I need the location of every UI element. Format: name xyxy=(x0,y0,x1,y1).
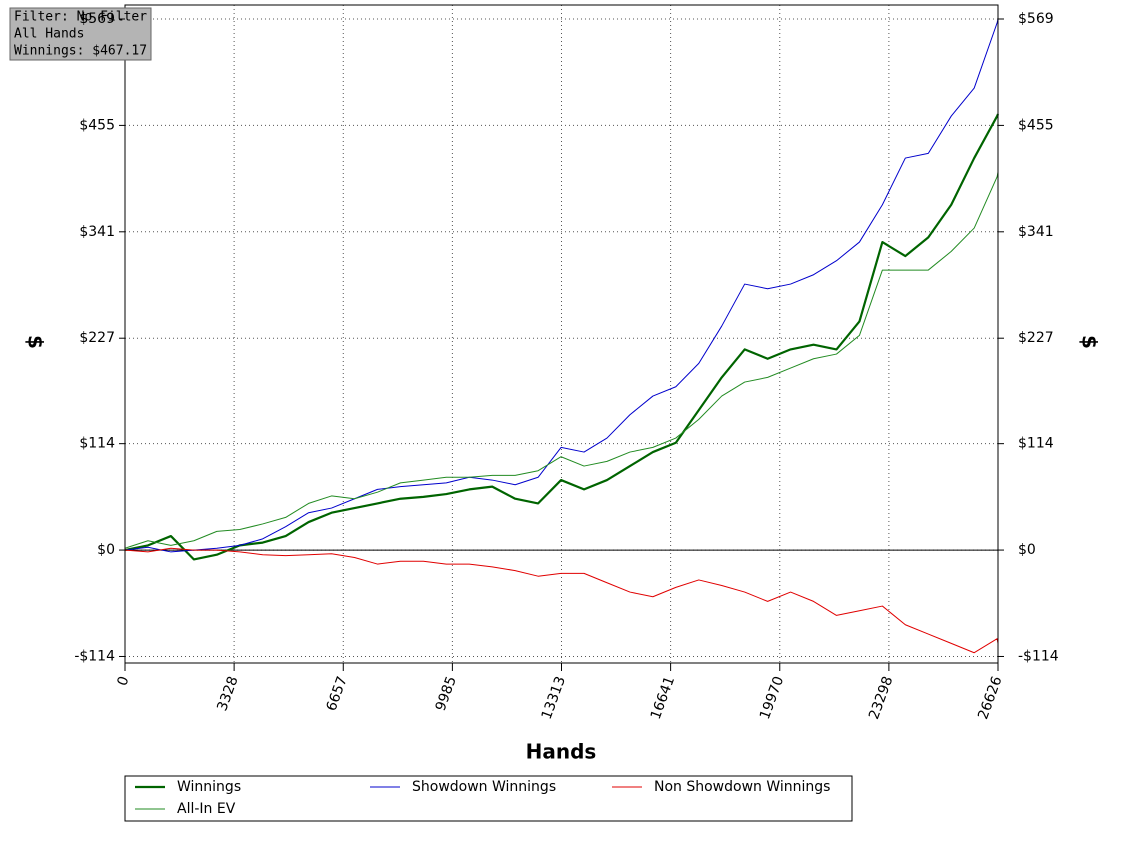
y-tick-label: -$114 xyxy=(74,648,115,664)
y-tick-label: $569 xyxy=(79,11,115,27)
y2-tick-label: -$114 xyxy=(1018,648,1059,664)
y2-tick-label: $114 xyxy=(1018,436,1054,452)
series-line xyxy=(124,547,999,654)
y-tick-label: $227 xyxy=(79,330,115,346)
legend-label: All-In EV xyxy=(177,801,236,817)
series-line xyxy=(124,113,1000,561)
y-tick-label: $0 xyxy=(97,542,115,558)
filter-text: Winnings: $467.17 xyxy=(14,44,147,59)
plot-area xyxy=(124,5,1000,663)
filter-text: All Hands xyxy=(14,27,84,42)
series-line xyxy=(124,171,999,549)
y-tick-label: $455 xyxy=(79,117,115,133)
y2-axis-label: $ xyxy=(1078,335,1102,349)
series-line xyxy=(124,18,999,553)
y2-tick-label: $455 xyxy=(1018,117,1054,133)
y-tick-label: $341 xyxy=(79,224,115,240)
y-tick-label: $114 xyxy=(79,436,115,452)
filter-box: Filter: No Filter All Hands Winnings: $4… xyxy=(9,7,152,61)
x-axis-label: Hands xyxy=(526,740,597,764)
y2-tick-label: $341 xyxy=(1018,224,1054,240)
legend-label: Winnings xyxy=(177,779,241,795)
y-axis-label: $ xyxy=(24,335,48,349)
y2-tick-label: $227 xyxy=(1018,330,1054,346)
filter-box-bg xyxy=(9,7,152,61)
legend xyxy=(124,775,853,822)
legend-label: Showdown Winnings xyxy=(412,779,556,795)
legend-label: Non Showdown Winnings xyxy=(654,779,830,795)
filter-text: Filter: No Filter xyxy=(14,10,147,25)
y2-tick-label: $0 xyxy=(1018,542,1036,558)
y2-tick-label: $569 xyxy=(1018,11,1054,27)
